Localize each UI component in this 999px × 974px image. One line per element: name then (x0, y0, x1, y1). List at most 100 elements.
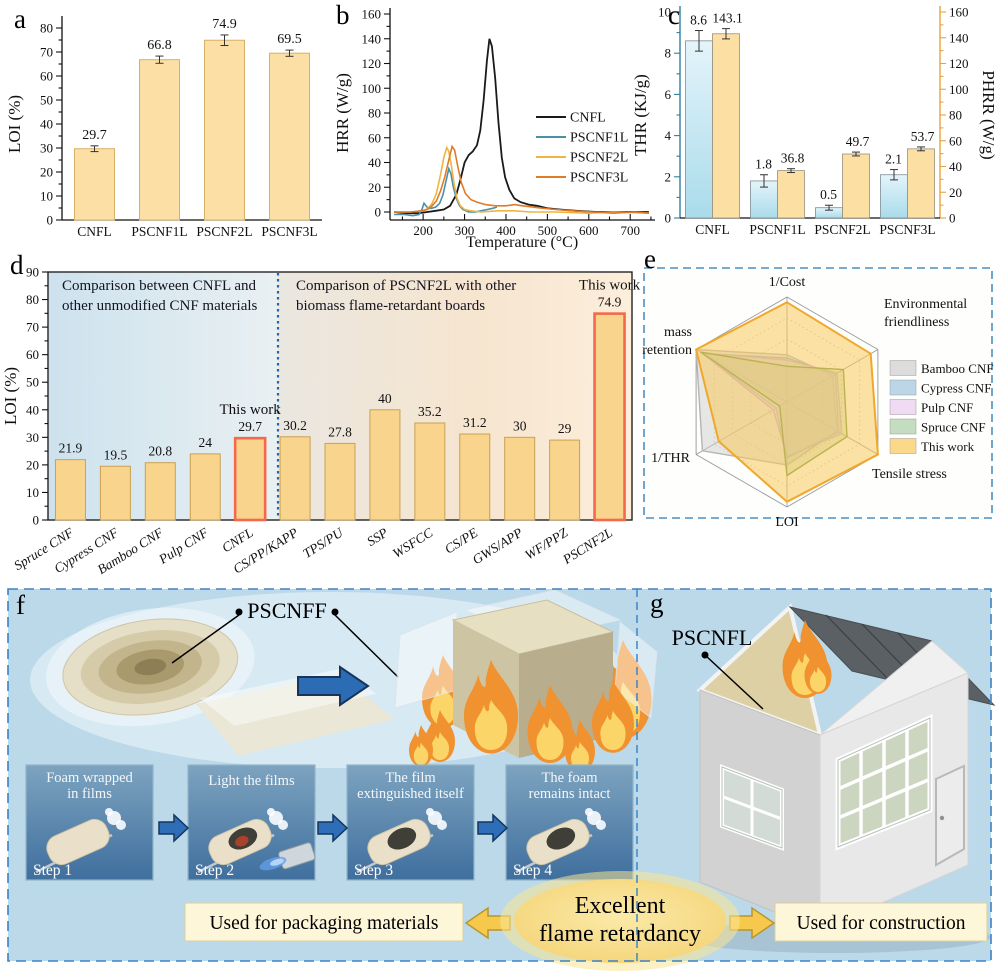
y-tick-label: 80 (40, 21, 53, 36)
category-label: Pulp CNF (155, 524, 211, 567)
legend-swatch (889, 360, 917, 376)
bar (204, 39, 245, 221)
left-tick-label: 0 (665, 211, 672, 226)
door (935, 764, 965, 867)
annotation-right: Comparison of PSCNF2L with other (296, 278, 516, 294)
pscnfl-label: PSCNFL (672, 625, 753, 650)
y-tick-label: 80 (26, 292, 39, 307)
right-tick-label: 120 (949, 56, 969, 71)
packaging-box (184, 902, 464, 942)
y-tick-label: 120 (362, 56, 382, 71)
foam-cylinder (46, 818, 110, 866)
step-number-label: Step 1 (33, 862, 72, 879)
step-arrow-icon (317, 813, 349, 843)
bar (54, 459, 86, 521)
right-tick-label: 160 (949, 5, 969, 20)
legend-swatch (889, 418, 917, 435)
pscnff-label-group: PSCNFF (171, 598, 399, 678)
y-tick-label: 40 (368, 155, 381, 170)
bar-value-label: 40 (378, 391, 392, 406)
big-window (835, 714, 933, 851)
y-tick-label: 160 (362, 7, 382, 22)
radar-axis-label: LOI (775, 515, 799, 530)
bar-value-label: 74.9 (598, 295, 622, 310)
legend-label: Bamboo CNF (921, 361, 994, 376)
y-tick-label: 100 (362, 81, 382, 96)
y-tick-label: 30 (40, 141, 53, 156)
left-tick-label: 6 (665, 87, 672, 102)
annotation-left: Comparison between CNFL and (62, 278, 256, 294)
category-label: CNFL (695, 222, 730, 237)
ellipse-line2: flame retardancy (539, 921, 701, 947)
series-line (394, 38, 649, 215)
legend-swatch (889, 379, 917, 396)
thr-value-label: 8.6 (690, 13, 707, 28)
flame-icon (804, 647, 832, 694)
right-tick-label: 40 (949, 159, 962, 174)
legend-label: PSCNF3L (570, 171, 628, 186)
bar (279, 436, 311, 521)
legend-label: Pulp CNF (921, 400, 973, 415)
leader-dot-right (331, 608, 339, 616)
y-axis-label: LOI (%) (1, 367, 20, 425)
series-line (394, 144, 649, 215)
bar-value-label: 35.2 (418, 404, 442, 419)
y-tick-label: 50 (26, 375, 39, 390)
thr-value-label: 0.5 (820, 187, 837, 202)
y-tick-label: 20 (368, 180, 381, 195)
y-tick-label: 0 (33, 513, 40, 528)
phrr-bar (712, 33, 740, 219)
house-flame-group (782, 620, 832, 698)
radar-series (694, 301, 879, 504)
panel-label-b: b (336, 0, 350, 30)
panel-label-e: e (644, 244, 656, 274)
legend-label: PSCNF2L (570, 151, 628, 166)
phrr-value-label: 53.7 (911, 129, 935, 144)
this-work-label: This work (220, 402, 282, 418)
series-line (394, 145, 649, 215)
bar-value-label: 27.8 (328, 424, 352, 439)
step-arrow-icon (477, 813, 509, 843)
left-tick-label: 4 (665, 128, 672, 143)
category-label: PSCNF2L (559, 525, 615, 568)
x-tick-label: 700 (620, 223, 640, 238)
right-axis-label: PHRR (W/g) (979, 70, 998, 159)
panel-label-f: f (16, 590, 25, 620)
right-tick-label: 100 (949, 82, 969, 97)
step-caption: remains intact (529, 786, 611, 802)
torch (259, 842, 316, 871)
bar-value-label: 20.8 (148, 444, 172, 459)
radar-axis-label: 1/THR (651, 451, 691, 466)
left-axis-label: THR (KJ/g) (631, 74, 650, 156)
construction-label: Used for construction (797, 913, 966, 934)
flame-icon (409, 725, 433, 767)
bar-value-label: 24 (198, 435, 212, 450)
category-label: TPS/PU (300, 524, 347, 561)
y-tick-label: 40 (40, 117, 53, 132)
step-caption: Light the films (208, 773, 295, 789)
door-knob (939, 815, 945, 821)
x-tick-label: 300 (455, 223, 475, 238)
bar-value-label: 29 (558, 421, 572, 436)
radar-axis-label: retention (642, 343, 692, 358)
highlight-bar (593, 312, 626, 522)
leader-dot-left (235, 608, 243, 616)
category-label: PSCNF1L (131, 224, 187, 239)
bar-value-label: 66.8 (147, 38, 172, 53)
transform-arrow-icon (297, 665, 370, 707)
bar (369, 409, 401, 521)
house-illustration (680, 603, 996, 953)
category-label: PSCNF1L (749, 222, 805, 237)
y-tick-label: 60 (368, 130, 381, 145)
fg-border (7, 588, 992, 962)
burning-box-flames-front (409, 660, 634, 772)
flame-icon (527, 685, 573, 763)
step-photo: Light the films Step 2 (187, 764, 316, 881)
step-number-label: Step 4 (513, 862, 552, 879)
panel-de-charts: 0 10 20 30 40 50 60 70 80 90 LOI (%) Comparison bet… (1, 265, 994, 578)
